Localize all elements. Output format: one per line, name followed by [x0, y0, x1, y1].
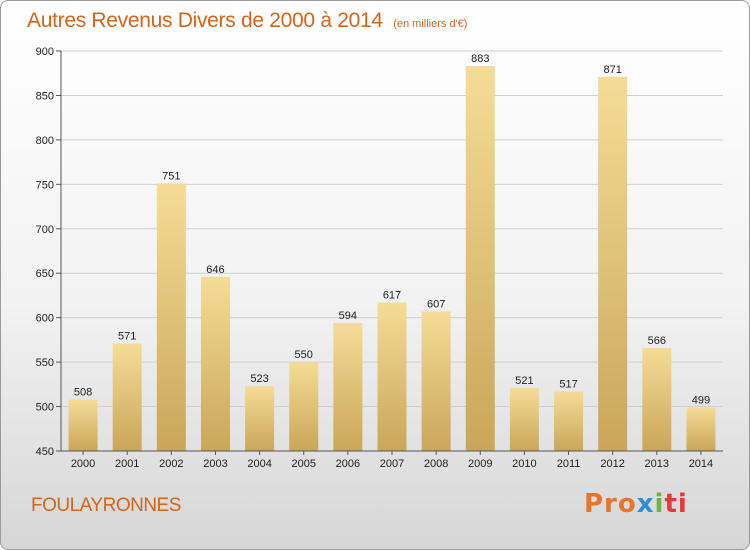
bar: [68, 399, 98, 451]
x-tick-label: 2003: [203, 458, 227, 470]
y-tick-label: 500: [36, 402, 54, 414]
data-label: 571: [118, 330, 136, 342]
logo-part: ti: [664, 489, 688, 519]
chart-header: Autres Revenus Divers de 2000 à 2014 (en…: [27, 9, 467, 33]
proxiti-logo: Proxiti: [584, 489, 688, 519]
bar: [598, 76, 628, 452]
y-tick-label: 550: [36, 357, 54, 369]
data-label: 617: [383, 290, 401, 302]
commune-name: FOULAYRONNES: [31, 495, 181, 516]
data-label: 871: [603, 64, 621, 76]
x-tick-label: 2005: [291, 458, 315, 470]
data-label: 523: [250, 373, 268, 385]
data-label: 550: [295, 349, 313, 361]
bar: [465, 66, 495, 451]
y-tick-label: 450: [36, 446, 54, 458]
data-label: 751: [162, 170, 180, 182]
x-tick-label: 2007: [380, 458, 404, 470]
x-tick-label: 2011: [557, 458, 581, 470]
chart-title: Autres Revenus Divers de 2000 à 2014: [27, 9, 383, 32]
x-tick-label: 2004: [247, 458, 271, 470]
y-tick-label: 800: [36, 135, 54, 147]
data-label: 607: [427, 298, 445, 310]
logo-part: x: [636, 489, 655, 519]
bar: [156, 183, 186, 451]
bar: [112, 343, 142, 451]
bar: [200, 276, 230, 451]
x-tick-label: 2002: [159, 458, 183, 470]
bar: [333, 323, 363, 451]
y-tick-label: 900: [36, 46, 54, 58]
y-tick-label: 850: [36, 90, 54, 102]
logo-part: i: [654, 489, 665, 519]
x-tick-label: 2012: [600, 458, 624, 470]
y-axis: 450 500 550 600 650 700 750 800 850 900: [36, 46, 62, 458]
data-label: 646: [206, 264, 224, 276]
x-tick-label: 2000: [71, 458, 95, 470]
x-tick-label: 2006: [336, 458, 360, 470]
bar: [686, 407, 716, 451]
data-label: 508: [74, 386, 92, 398]
x-tick-label: 2001: [115, 458, 139, 470]
y-tick-label: 700: [36, 224, 54, 236]
y-tick-label: 600: [36, 313, 54, 325]
data-label: 521: [515, 375, 533, 387]
x-tick-label: 2013: [645, 458, 669, 470]
data-label: 883: [471, 53, 489, 65]
x-tick-label: 2009: [468, 458, 492, 470]
bar: [289, 362, 319, 451]
data-label: 566: [648, 335, 666, 347]
data-label: 517: [559, 378, 577, 390]
data-label: 594: [339, 310, 357, 322]
x-tick-label: 2008: [424, 458, 448, 470]
bar: [421, 311, 451, 451]
y-tick-label: 750: [36, 179, 54, 191]
x-tick-label: 2014: [689, 458, 713, 470]
bar: [642, 347, 672, 451]
bar: [245, 386, 275, 451]
bars: 508 571 751 646 523 550 594 617 607 883 521 517 871 5…: [68, 53, 716, 452]
bar: [377, 302, 407, 451]
data-label: 499: [692, 394, 710, 406]
bar: [509, 387, 539, 451]
bar: [554, 391, 584, 451]
x-axis: 2000 2001 2002 2003 2004 2005 2006 2007 2008 2009…: [61, 450, 723, 470]
y-tick-label: 650: [36, 268, 54, 280]
logo-part: Pro: [584, 489, 637, 519]
chart-subtitle: (en milliers d'€): [393, 18, 468, 30]
x-tick-label: 2010: [512, 458, 536, 470]
